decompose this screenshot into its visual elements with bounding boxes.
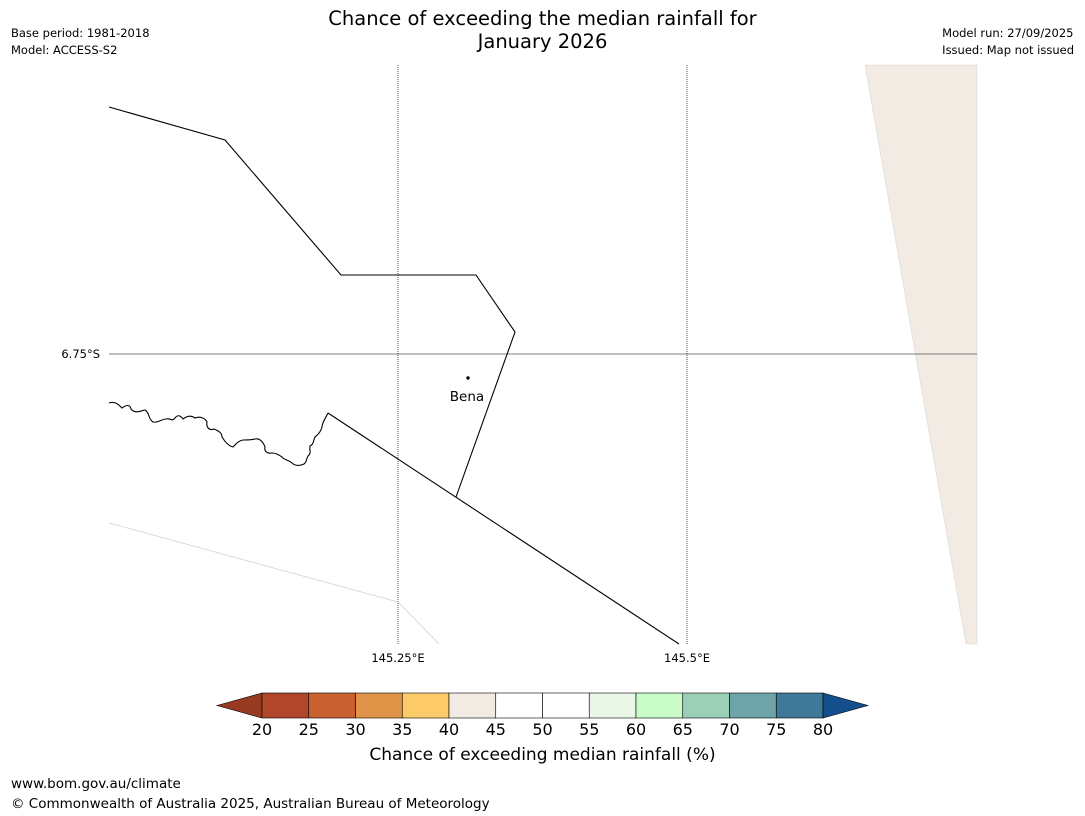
colorbar-segment-20-25 — [261, 692, 310, 719]
meta-left: Base period: 1981-2018 Model: ACCESS-S2 — [11, 25, 150, 59]
town-label-bena: Bena — [450, 389, 484, 405]
faint-road-line — [108, 522, 440, 645]
longitude-label-145-5: 145.5°E — [664, 651, 710, 665]
colorbar-tick-50: 50 — [532, 720, 552, 739]
colorbar-tick-55: 55 — [579, 720, 599, 739]
colorbar-label: Chance of exceeding median rainfall (%) — [369, 745, 716, 765]
colorbar-tick-45: 45 — [486, 720, 506, 739]
colorbar-segment-35-40 — [401, 692, 450, 719]
model-run-text: Model run: 27/09/2025 — [942, 26, 1074, 40]
colorbar-segment-75-80 — [775, 692, 824, 719]
colorbar: 20 25 30 35 40 45 50 55 60 65 70 75 80 — [215, 692, 870, 739]
footer-copyright: © Commonwealth of Australia 2025, Austra… — [11, 796, 490, 812]
colorbar-tick-40: 40 — [439, 720, 459, 739]
colorbar-segment-30-35 — [355, 692, 403, 719]
longitude-label-145-25: 145.25°E — [371, 651, 424, 665]
colorbar-tick-65: 65 — [673, 720, 693, 739]
colorbar-tick-35: 35 — [392, 720, 412, 739]
footer: www.bom.gov.au/climate © Commonwealth of… — [11, 774, 490, 814]
colorbar-tick-75: 75 — [766, 720, 786, 739]
colorbar-under-arrow — [215, 692, 263, 719]
colorbar-tick-60: 60 — [626, 720, 646, 739]
colorbar-segment-55-60 — [588, 692, 637, 719]
issued-text: Issued: Map not issued — [942, 43, 1074, 57]
colorbar-segment-50-55 — [542, 692, 590, 719]
colorbar-segment-45-50 — [495, 692, 543, 719]
colorbar-segment-40-45 — [448, 692, 497, 719]
latitude-label: 6.75°S — [61, 347, 100, 361]
town-marker-bena — [466, 376, 470, 380]
map-title: Chance of exceeding the median rainfall … — [0, 7, 1085, 53]
province-boundary-south — [327, 412, 680, 645]
river-boundary — [108, 401, 329, 466]
model-text: Model: ACCESS-S2 — [11, 43, 118, 57]
colorbar-tick-80: 80 — [813, 720, 833, 739]
base-period-text: Base period: 1981-2018 — [11, 26, 150, 40]
colorbar-segment-60-65 — [635, 692, 684, 719]
province-boundary-north — [108, 106, 516, 498]
title-line-1: Chance of exceeding the median rainfall … — [328, 7, 757, 30]
probability-shading-40-45 — [864, 64, 978, 645]
colorbar-over-arrow — [822, 692, 870, 719]
meta-right: Model run: 27/09/2025 Issued: Map not is… — [942, 25, 1074, 59]
colorbar-tick-70: 70 — [719, 720, 739, 739]
colorbar-tick-20: 20 — [252, 720, 272, 739]
title-line-2: January 2026 — [477, 30, 608, 53]
colorbar-segment-25-30 — [308, 692, 356, 719]
footer-url[interactable]: www.bom.gov.au/climate — [11, 776, 181, 792]
colorbar-tick-25: 25 — [299, 720, 319, 739]
colorbar-segment-70-75 — [729, 692, 777, 719]
colorbar-tick-30: 30 — [345, 720, 365, 739]
colorbar-segment-65-70 — [682, 692, 730, 719]
